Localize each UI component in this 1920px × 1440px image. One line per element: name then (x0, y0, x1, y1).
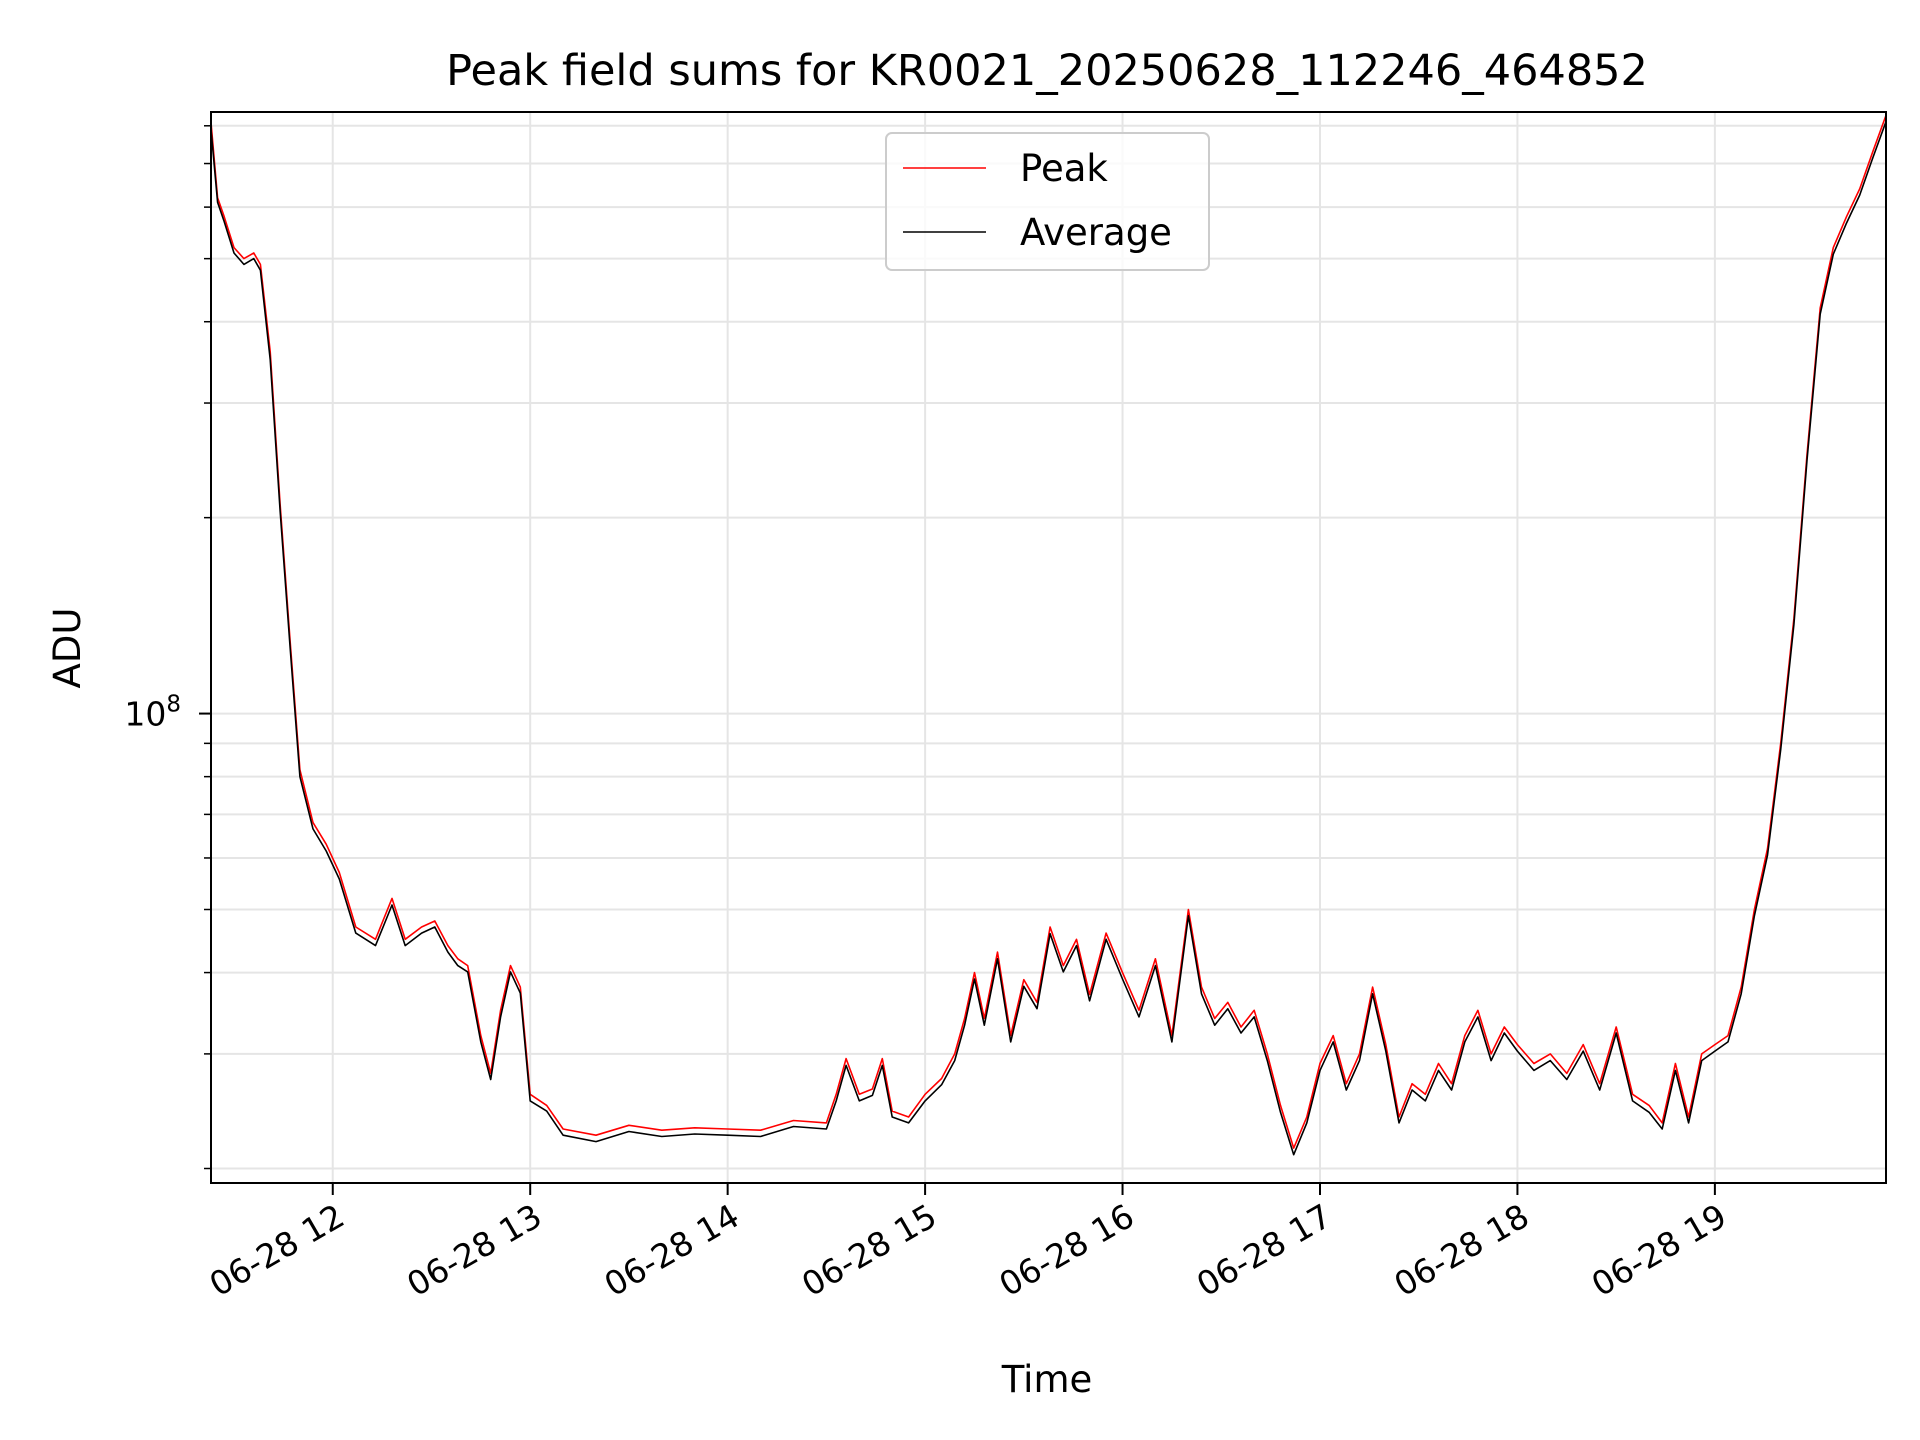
y-axis-ticks: 108 (124, 125, 211, 1170)
legend-label-average: Average (1020, 211, 1172, 254)
x-axis-label: Time (1001, 1358, 1093, 1401)
plot-frame (210, 111, 1887, 1184)
y-axis-label: ADU (46, 608, 89, 689)
legend: Peak Average (885, 132, 1210, 271)
legend-label-peak: Peak (1020, 147, 1108, 190)
y-tick-label: 108 (124, 692, 181, 734)
series-line-peak (210, 115, 1887, 1149)
series-layer (210, 115, 1887, 1156)
series-line-average (210, 121, 1887, 1156)
chart-title: Peak field sums for KR0021_20250628_1122… (446, 46, 1648, 96)
